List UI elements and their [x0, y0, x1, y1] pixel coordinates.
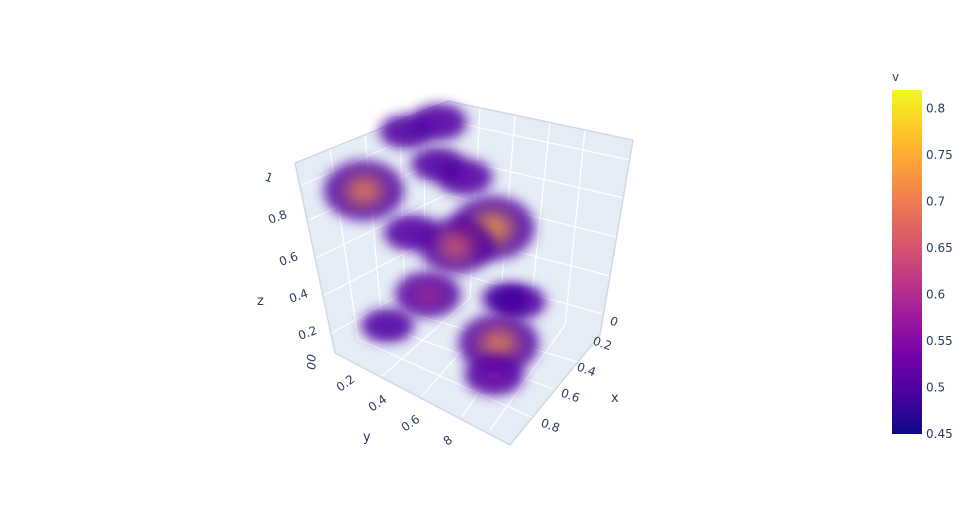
- z-tick-label: 0: [304, 352, 320, 364]
- colorbar-tick-label: 0.5: [926, 381, 945, 395]
- colorbar: v 0.8 0.75 0.7 0.65 0.6 0.55 0.5 0.45: [892, 70, 953, 441]
- z-axis-label: z: [257, 294, 264, 309]
- z-tick-labels: 1 0.8 0.6 0.4 0.2 0: [263, 170, 319, 364]
- y-tick-label: 0.2: [334, 372, 358, 394]
- x-tick-labels: 0 0.2 0.4 0.6 0.8: [539, 314, 620, 436]
- volume-blob-core: [396, 123, 417, 140]
- x-tick-label: 0.8: [539, 416, 562, 436]
- volume-blobs: [323, 103, 547, 396]
- z-tick-label: 1: [263, 170, 275, 186]
- x-tick-label: 0.2: [591, 334, 614, 354]
- colorbar-tick-label: 0.6: [926, 288, 945, 302]
- y-tick-label: 0.6: [399, 412, 423, 434]
- x-axis-label: x: [611, 391, 619, 406]
- x-tick-label: 0.6: [559, 386, 582, 406]
- volume-blob-core: [480, 329, 517, 358]
- volume-blob-core: [496, 291, 515, 305]
- colorbar-tick-label: 0.75: [926, 148, 953, 162]
- colorbar-tick-label: 0.7: [926, 195, 945, 209]
- y-tick-label: 0: [304, 360, 320, 372]
- z-tick-label: 0.2: [296, 323, 319, 343]
- colorbar-tick-label: 0.55: [926, 334, 953, 348]
- scene-frame: [294, 100, 634, 446]
- y-tick-label: 0.4: [366, 392, 390, 414]
- z-tick-label: 0.6: [277, 249, 300, 269]
- y-axis-label: y: [363, 430, 371, 445]
- volume-blob-core: [439, 233, 474, 259]
- volume-blob-core: [377, 317, 398, 334]
- colorbar-tick-label: 0.8: [926, 102, 945, 116]
- colorbar-gradient-bar: [892, 90, 922, 434]
- y-tick-label: 8: [441, 433, 455, 449]
- colorbar-tick-label: 0.45: [926, 427, 953, 441]
- colorbar-title: v: [892, 70, 899, 84]
- volume-blob-core: [414, 284, 442, 305]
- volume-blob-core: [427, 156, 448, 173]
- volume-blob-core: [428, 113, 451, 131]
- volume-blob-core: [400, 224, 423, 242]
- z-tick-label: 0.8: [266, 207, 289, 227]
- volume-blob-core: [482, 366, 507, 385]
- x-tick-label: 0: [608, 314, 620, 330]
- z-tick-label: 0.4: [287, 286, 310, 306]
- scene[interactable]: 1 0.8 0.6 0.4 0.2 0 z 0 0.2 0.4 0.6 8 y …: [257, 100, 634, 449]
- colorbar-ticks: 0.8 0.75 0.7 0.65 0.6 0.55 0.5 0.45: [926, 102, 953, 441]
- volume-blob-core: [345, 176, 383, 205]
- x-tick-label: 0.4: [575, 360, 598, 380]
- colorbar-tick-label: 0.65: [926, 241, 953, 255]
